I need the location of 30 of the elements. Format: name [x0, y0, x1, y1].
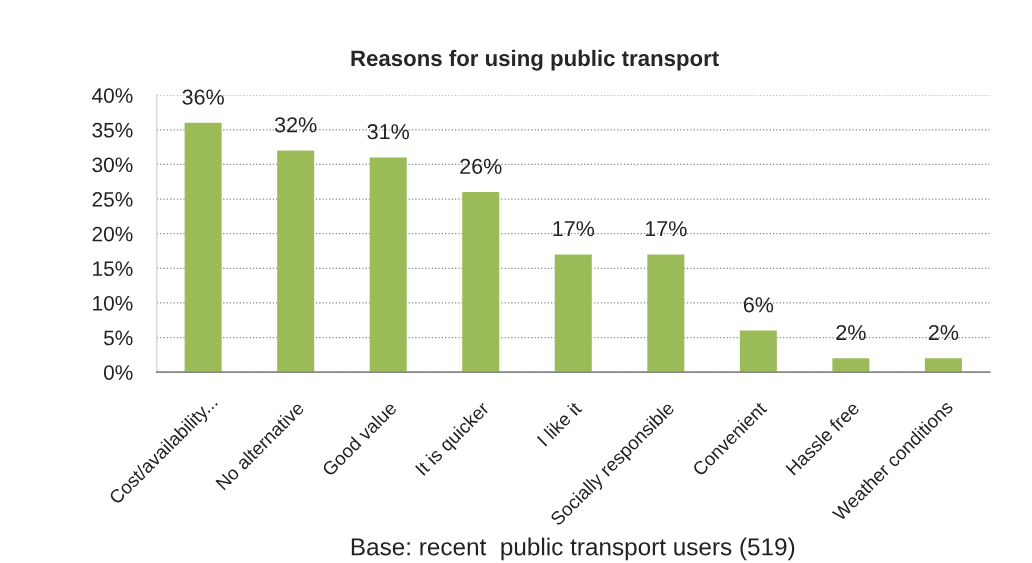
- y-tick-label: 15%: [93, 261, 133, 277]
- data-label: 17%: [553, 221, 595, 237]
- y-tick-label: 5%: [103, 330, 133, 346]
- y-tick-label: 35%: [92, 122, 133, 138]
- data-label: 2%: [836, 324, 866, 341]
- x-tick-label: I like it: [536, 400, 583, 447]
- bar: [924, 358, 962, 373]
- data-label: 26%: [460, 158, 502, 174]
- chart-title: Reasons for using public transport: [351, 49, 719, 71]
- bar: [184, 122, 222, 373]
- bar: [462, 192, 500, 373]
- y-tick-label: 30%: [92, 157, 133, 173]
- data-label: 17%: [645, 221, 687, 237]
- bar: [554, 254, 592, 373]
- bar: [832, 358, 870, 373]
- y-tick-label: 40%: [92, 88, 133, 103]
- data-label: 36%: [182, 89, 224, 105]
- y-tick-label: 25%: [92, 192, 133, 207]
- x-axis-title: Base: recent public transport users (519): [351, 537, 795, 561]
- y-tick-label: 0%: [103, 365, 133, 380]
- y-tick-label: 20%: [92, 226, 133, 242]
- data-label: 32%: [274, 117, 317, 133]
- bar: [369, 157, 407, 373]
- data-label: 2%: [928, 324, 959, 341]
- bar: [277, 150, 315, 373]
- y-tick-label: 10%: [93, 295, 133, 311]
- data-label: 6%: [743, 297, 774, 313]
- bar: [647, 254, 685, 373]
- data-label: 31%: [367, 124, 409, 140]
- bar: [739, 330, 777, 373]
